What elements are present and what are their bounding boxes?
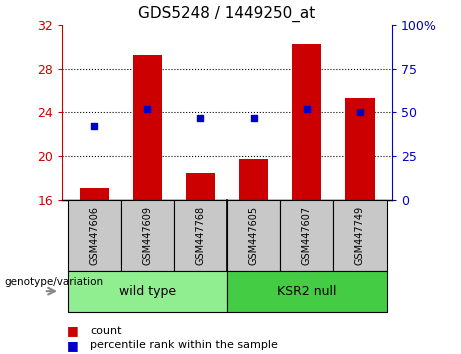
Point (303, 106, 310, 112)
Text: GSM447606: GSM447606 (89, 206, 99, 265)
Bar (186, 173, 215, 200)
Text: ■: ■ (67, 325, 78, 337)
Point (90, 123, 98, 129)
Text: KSR2 null: KSR2 null (277, 285, 337, 298)
Text: GSM447768: GSM447768 (195, 206, 206, 265)
Text: GSM447605: GSM447605 (248, 206, 259, 265)
FancyBboxPatch shape (227, 271, 386, 312)
Bar (79, 188, 109, 200)
Bar (133, 56, 162, 200)
FancyBboxPatch shape (280, 200, 333, 271)
FancyBboxPatch shape (68, 200, 121, 271)
Text: ■: ■ (67, 339, 78, 352)
Bar (292, 45, 321, 200)
Title: GDS5248 / 1449250_at: GDS5248 / 1449250_at (138, 6, 316, 22)
FancyBboxPatch shape (121, 200, 174, 271)
FancyBboxPatch shape (227, 200, 280, 271)
Bar (239, 160, 268, 200)
Point (197, 115, 204, 121)
Point (356, 110, 364, 115)
Text: GSM447607: GSM447607 (302, 206, 312, 265)
Text: wild type: wild type (119, 285, 176, 298)
Text: genotype/variation: genotype/variation (5, 277, 104, 287)
Point (250, 115, 257, 121)
Text: count: count (90, 326, 121, 336)
FancyBboxPatch shape (333, 200, 386, 271)
Bar (345, 98, 375, 200)
Text: GSM447749: GSM447749 (355, 206, 365, 265)
FancyBboxPatch shape (174, 200, 227, 271)
Text: percentile rank within the sample: percentile rank within the sample (90, 340, 278, 350)
FancyBboxPatch shape (68, 271, 227, 312)
Point (144, 106, 151, 112)
Text: GSM447609: GSM447609 (142, 206, 152, 265)
